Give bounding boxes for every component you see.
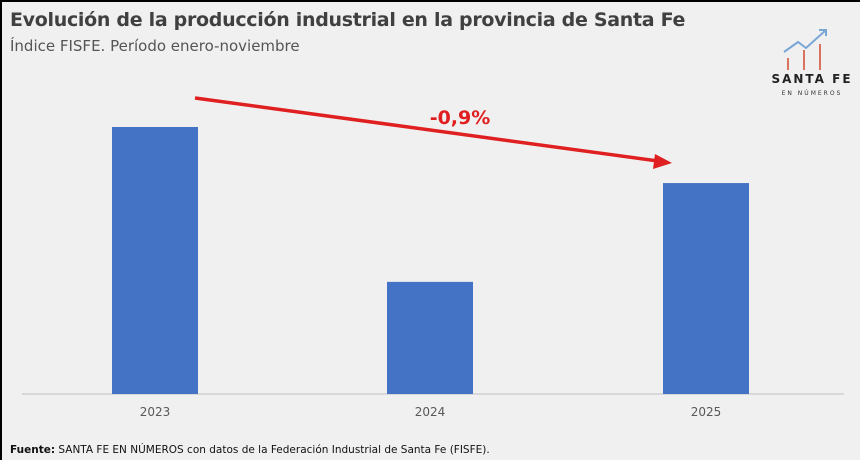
chart-title: Evolución de la producción industrial en… — [10, 9, 686, 31]
chart-subtitle: Índice FISFE. Período enero-noviembre — [10, 37, 300, 55]
change-annotation: -0,9% — [430, 107, 491, 129]
x-tick-label-2024: 2024 — [415, 405, 446, 419]
bar-2024 — [387, 281, 473, 394]
logo: SANTA FE EN NÚMEROS — [770, 26, 860, 102]
logo-tagline: EN NÚMEROS — [781, 90, 843, 97]
logo-chart-icon — [783, 29, 827, 70]
trend-arrow-line — [194, 96, 659, 163]
x-tick-label-2025: 2025 — [691, 405, 722, 419]
logo-name: SANTA FE — [771, 72, 853, 86]
x-tick-label-2023: 2023 — [140, 405, 171, 419]
source-note: Fuente: SANTA FE EN NÚMEROS con datos de… — [10, 444, 490, 456]
bar-chart: 2023 2024 2025 -0,9% — [22, 96, 844, 419]
bar-2023 — [112, 127, 198, 394]
bar-2025 — [663, 183, 749, 394]
source-text: SANTA FE EN NÚMEROS con datos de la Fede… — [55, 444, 490, 456]
trend-arrowhead — [653, 154, 672, 169]
source-label: Fuente: — [10, 444, 56, 456]
